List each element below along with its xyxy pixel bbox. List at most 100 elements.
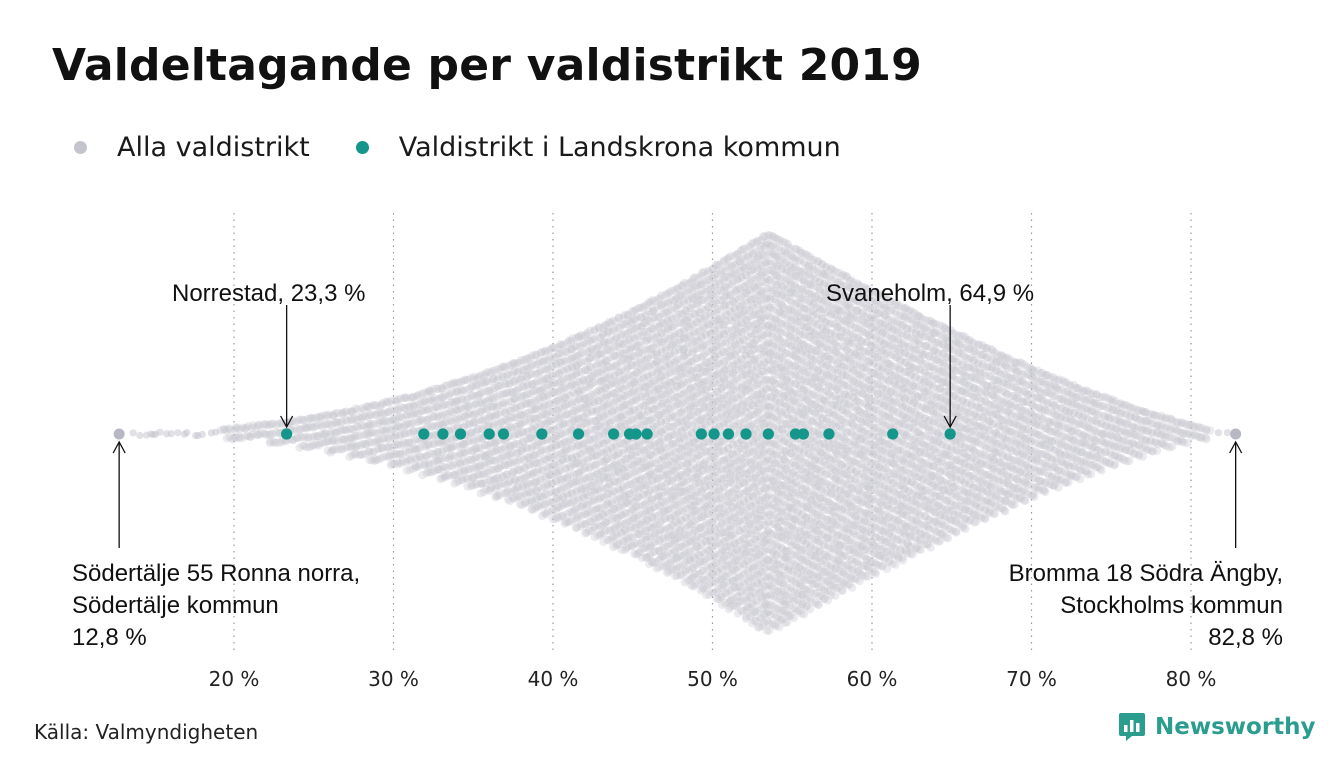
district-dot	[418, 398, 427, 407]
beeswarm-chart: Norrestad, 23,3 % Svaneholm, 64,9 %Södert…	[72, 213, 1283, 691]
district-dot	[382, 451, 391, 461]
district-dot	[363, 402, 373, 412]
district-dot	[419, 453, 428, 462]
district-dot	[372, 410, 381, 420]
district-dot	[308, 423, 318, 432]
district-dot	[363, 430, 373, 439]
district-dot	[388, 459, 397, 468]
district-dot	[240, 432, 250, 441]
district-dot	[416, 460, 425, 469]
district-dot	[312, 413, 321, 422]
district-dot	[410, 435, 420, 444]
district-dot	[402, 393, 412, 403]
district-dot	[265, 438, 275, 448]
district-dot	[401, 439, 410, 448]
district-dot	[328, 446, 337, 455]
district-dot	[353, 423, 363, 432]
district-dot	[388, 451, 398, 460]
district-dot	[365, 428, 374, 438]
district-dot	[311, 432, 320, 441]
district-dot	[396, 440, 406, 450]
district-dot	[383, 417, 392, 426]
district-dot	[349, 433, 358, 443]
district-dot	[358, 450, 367, 459]
district-dot	[420, 388, 429, 397]
district-dot	[261, 430, 271, 439]
district-dot	[336, 418, 345, 427]
district-dot	[255, 430, 265, 439]
district-dot	[408, 402, 418, 411]
district-dot	[365, 402, 375, 411]
district-dot	[270, 438, 280, 448]
district-dot	[316, 420, 325, 430]
district-dot	[225, 433, 235, 442]
district-dot	[348, 407, 358, 416]
district-dot	[372, 401, 381, 410]
district-dot	[401, 421, 410, 430]
district-dot	[346, 434, 356, 443]
district-dot	[356, 450, 366, 459]
district-dot	[373, 444, 382, 454]
district-dot	[371, 410, 380, 420]
district-dot	[420, 442, 429, 451]
district-dot	[411, 454, 421, 463]
district-dot	[388, 415, 397, 425]
district-dot	[378, 434, 387, 443]
district-dot	[342, 407, 351, 416]
district-dot	[323, 446, 332, 455]
district-dot	[411, 461, 420, 471]
district-dot	[358, 412, 367, 421]
district-dot	[257, 429, 267, 438]
district-dot	[374, 408, 383, 417]
district-dot	[228, 434, 237, 444]
district-dot	[303, 414, 313, 424]
district-dot	[364, 437, 374, 447]
district-dot	[245, 432, 255, 441]
district-dot	[298, 415, 307, 425]
district-dot	[394, 440, 403, 450]
legend-item-landskrona: Valdistrikt i Landskrona kommun	[355, 132, 841, 163]
district-dot	[355, 431, 365, 440]
district-dot	[266, 437, 275, 446]
district-dot	[366, 420, 376, 429]
district-dot	[371, 455, 380, 464]
district-dot	[337, 409, 347, 418]
district-dot	[231, 432, 240, 442]
district-dot	[347, 407, 356, 416]
district-dot	[399, 403, 409, 413]
district-dot	[420, 396, 430, 406]
district-dot	[300, 415, 309, 425]
chart-title: Valdeltagande per valdistrikt 2019	[52, 40, 922, 91]
district-dot	[299, 423, 309, 433]
district-dot	[292, 433, 302, 443]
district-dot	[292, 425, 301, 434]
district-dot	[405, 445, 414, 454]
district-dot	[317, 430, 326, 439]
district-dot	[413, 462, 423, 471]
district-dot	[422, 468, 431, 478]
district-dot	[277, 438, 286, 447]
district-dot	[359, 421, 368, 431]
district-dot	[384, 398, 394, 407]
district-dot	[387, 405, 396, 415]
district-dot	[400, 429, 410, 438]
district-dot	[319, 430, 328, 439]
district-dot	[336, 444, 346, 454]
district-dot	[340, 425, 350, 434]
district-dot	[409, 408, 418, 418]
district-dot	[304, 433, 313, 442]
district-dot	[362, 422, 371, 432]
district-dot	[364, 412, 373, 422]
district-dot	[423, 440, 433, 449]
district-dot	[298, 441, 307, 450]
district-dot	[377, 417, 386, 426]
district-dot	[380, 416, 390, 426]
district-dot	[370, 456, 380, 465]
district-dot	[268, 429, 277, 438]
district-dot	[411, 446, 420, 455]
district-dot	[390, 405, 400, 415]
district-dot	[395, 449, 404, 459]
district-dot	[252, 430, 262, 439]
district-dot	[330, 418, 339, 427]
district-dot	[376, 454, 385, 463]
